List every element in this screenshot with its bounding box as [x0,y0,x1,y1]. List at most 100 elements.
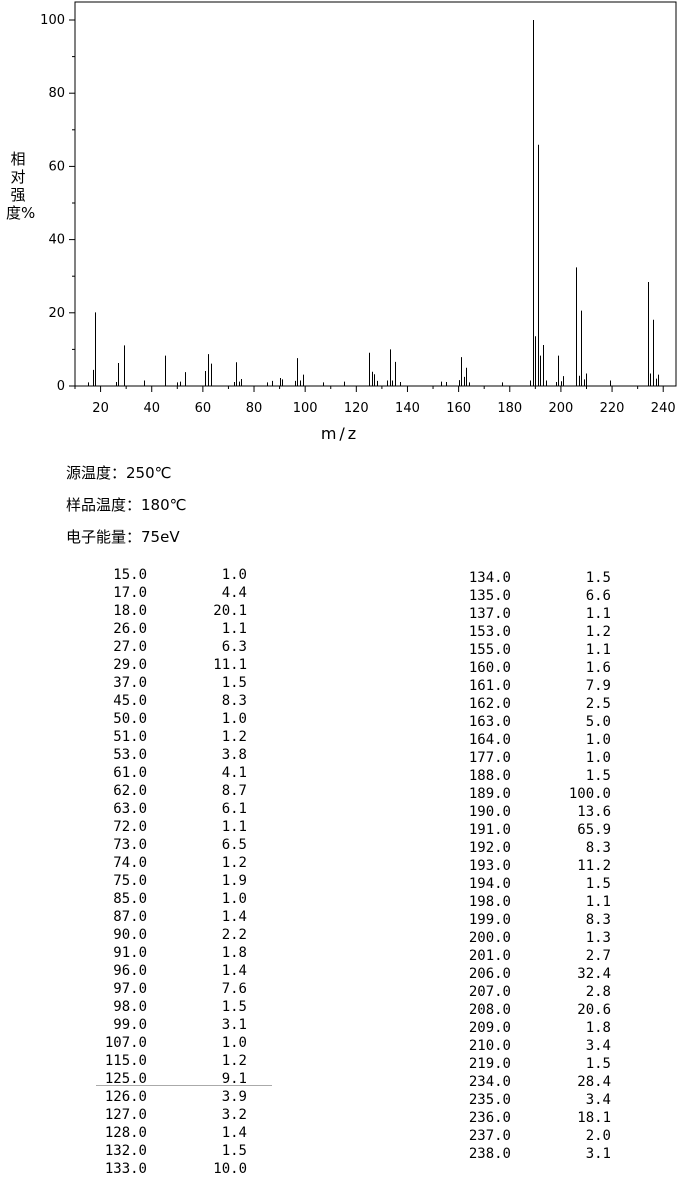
mz-value: 200.0 [468,930,511,946]
intensity-value: 1.0 [221,1035,247,1051]
mz-value: 210.0 [468,1038,511,1054]
mz-value: 161.0 [468,678,511,694]
x-tick-label: 160 [446,401,471,416]
intensity-value: 1.9 [221,873,247,889]
peak-row: 190.0 13.6 [456,803,611,821]
intensity-value: 8.3 [221,693,247,709]
intensity-value: 8.3 [585,912,611,928]
peak-row: 189.0 100.0 [456,785,611,803]
mz-value: 194.0 [468,876,511,892]
peak-row: 15.0 1.0 [92,566,247,584]
peak-row: 135.0 6.6 [456,587,611,605]
intensity-value: 8.7 [221,783,247,799]
mz-value: 17.0 [113,585,147,601]
mz-value: 85.0 [113,891,147,907]
intensity-value: 3.4 [585,1038,611,1054]
mz-value: 87.0 [113,909,147,925]
peak-row: 99.0 3.1 [92,1016,247,1034]
mz-value: 189.0 [468,786,511,802]
peak-row: 128.0 1.4 [92,1124,247,1142]
mz-value: 155.0 [468,642,511,658]
mz-value: 98.0 [113,999,147,1015]
mz-value: 125.0 [104,1071,147,1087]
peak-row: 163.0 5.0 [456,713,611,731]
intensity-value: 5.0 [585,714,611,730]
peak-row: 192.0 8.3 [456,839,611,857]
peak-row: 85.0 1.0 [92,890,247,908]
x-axis: 20 40 60 80 100 120 140 160 180 200 220 240 [74,386,676,416]
intensity-value: 2.7 [585,948,611,964]
peak-row: 91.0 1.8 [92,944,247,962]
peak-row: 236.0 18.1 [456,1109,611,1127]
peak-table-left: 15.0 1.0 17.0 4.4 18.0 20.1 26.0 1.1 27.0 6.3 29.0… [92,566,247,1178]
intensity-value: 6.6 [585,588,611,604]
peak-row: 206.0 32.4 [456,965,611,983]
peak-row: 161.0 7.9 [456,677,611,695]
intensity-value: 32.4 [577,966,611,982]
intensity-value: 7.6 [221,981,247,997]
intensity-value: 6.5 [221,837,247,853]
intensity-value: 2.5 [585,696,611,712]
y-axis: 0 20 40 60 80 100 [40,13,75,394]
intensity-value: 1.5 [221,999,247,1015]
mz-value: 73.0 [113,837,147,853]
peak-row: 134.0 1.5 [456,569,611,587]
intensity-value: 3.2 [221,1107,247,1123]
mz-value: 238.0 [468,1146,511,1162]
intensity-value: 10.0 [213,1161,247,1177]
y-tick-label: 100 [40,13,65,28]
mz-value: 91.0 [113,945,147,961]
peak-row: 237.0 2.0 [456,1127,611,1145]
mz-value: 45.0 [113,693,147,709]
intensity-value: 1.4 [221,1125,247,1141]
peak-row: 45.0 8.3 [92,692,247,710]
mz-value: 62.0 [113,783,147,799]
peak-row: 50.0 1.0 [92,710,247,728]
electron-energy: 电子能量：75eV [66,528,180,546]
sample-temperature: 样品温度：180℃ [66,496,187,514]
peak-row: 29.0 11.1 [92,656,247,674]
intensity-value: 1.2 [585,624,611,640]
peak-row: 62.0 8.7 [92,782,247,800]
peak-row: 115.0 1.2 [92,1052,247,1070]
mz-value: 115.0 [104,1053,147,1069]
mz-value: 99.0 [113,1017,147,1033]
peak-row: 96.0 1.4 [92,962,247,980]
intensity-value: 1.2 [221,855,247,871]
intensity-value: 28.4 [577,1074,611,1090]
intensity-value: 1.1 [585,894,611,910]
peak-row: 177.0 1.0 [456,749,611,767]
peak-row: 207.0 2.8 [456,983,611,1001]
mz-value: 198.0 [468,894,511,910]
peak-row: 72.0 1.1 [92,818,247,836]
peak-row: 200.0 1.3 [456,929,611,947]
x-tick-label: 120 [344,401,369,416]
mz-value: 193.0 [468,858,511,874]
intensity-value: 1.4 [221,909,247,925]
intensity-value: 8.3 [585,840,611,856]
mz-value: 236.0 [468,1110,511,1126]
x-tick-label: 100 [293,401,318,416]
intensity-value: 1.5 [585,1056,611,1072]
peak-row: 162.0 2.5 [456,695,611,713]
y-tick-label: 40 [48,233,65,248]
intensity-value: 1.4 [221,963,247,979]
peak-row: 75.0 1.9 [92,872,247,890]
mz-value: 18.0 [113,603,147,619]
mz-value: 219.0 [468,1056,511,1072]
peak-row: 201.0 2.7 [456,947,611,965]
peak-row: 90.0 2.2 [92,926,247,944]
intensity-value: 20.6 [577,1002,611,1018]
mz-value: 164.0 [468,732,511,748]
peak-row: 164.0 1.0 [456,731,611,749]
intensity-value: 1.0 [221,567,247,583]
intensity-value: 1.1 [585,606,611,622]
mz-value: 135.0 [468,588,511,604]
intensity-value: 20.1 [213,603,247,619]
peak-row: 17.0 4.4 [92,584,247,602]
mz-value: 61.0 [113,765,147,781]
peak-row: 73.0 6.5 [92,836,247,854]
y-tick-label: 0 [57,379,65,394]
peak-row: 87.0 1.4 [92,908,247,926]
